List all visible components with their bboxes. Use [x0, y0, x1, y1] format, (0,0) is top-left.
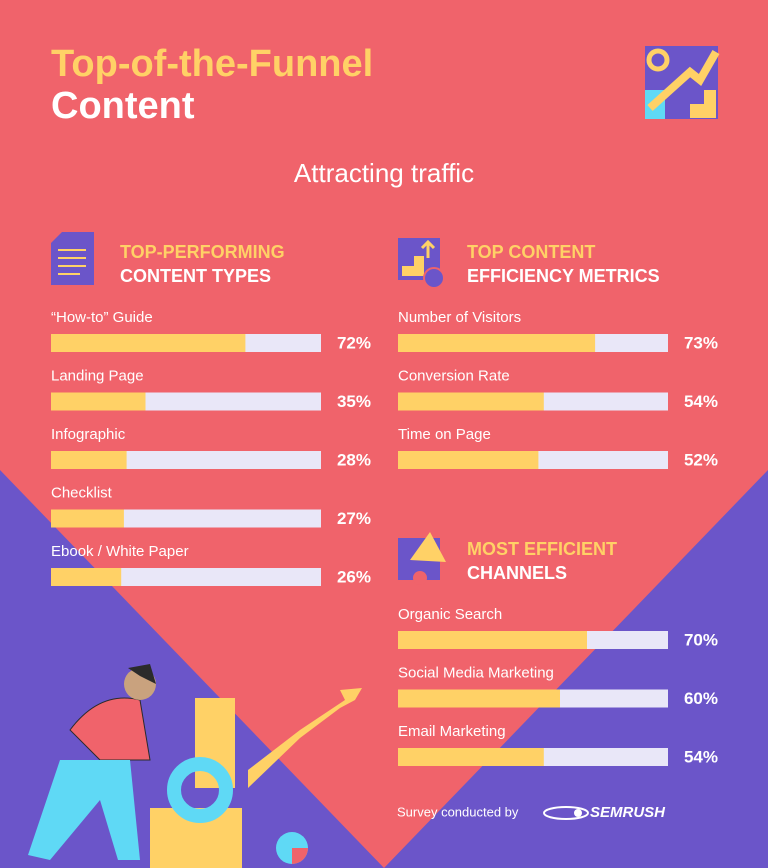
bar — [398, 334, 596, 352]
category-label: Time on Page — [398, 426, 491, 443]
category-label: Number of Visitors — [398, 309, 521, 326]
bar — [51, 334, 246, 352]
chart-title: TOP CONTENT — [467, 242, 595, 262]
bar — [398, 631, 587, 649]
bar — [398, 451, 539, 469]
chart-title: MOST EFFICIENT — [467, 539, 617, 559]
icon-document — [51, 232, 94, 285]
value-label: 54% — [684, 747, 718, 766]
value-label: 54% — [684, 392, 718, 411]
category-label: Email Marketing — [398, 723, 506, 740]
bar — [398, 689, 560, 708]
value-label: 27% — [337, 509, 371, 528]
value-label: 28% — [337, 450, 371, 469]
background-shape — [384, 470, 768, 868]
brand-icon — [543, 806, 589, 820]
value-label: 35% — [337, 392, 371, 411]
value-label: 60% — [684, 689, 718, 708]
category-label: Landing Page — [51, 367, 144, 384]
bar — [51, 451, 127, 469]
value-label: 26% — [337, 567, 371, 586]
value-label: 70% — [684, 630, 718, 649]
bar — [51, 568, 122, 586]
bar — [398, 392, 544, 411]
category-label: Infographic — [51, 426, 126, 443]
bar — [51, 392, 146, 411]
category-label: Social Media Marketing — [398, 664, 554, 681]
bar — [51, 509, 124, 528]
category-label: “How-to” Guide — [51, 309, 153, 326]
chart-subtitle: CHANNELS — [467, 563, 567, 583]
value-label: 52% — [684, 450, 718, 469]
chart-subtitle: EFFICIENCY METRICS — [467, 266, 660, 286]
footer-note: Survey conducted by — [397, 804, 519, 819]
value-label: 72% — [337, 333, 371, 352]
value-label: 73% — [684, 333, 718, 352]
title: Top-of-the-Funnel — [51, 43, 373, 85]
category-label: Ebook / White Paper — [51, 543, 189, 560]
category-label: Organic Search — [398, 606, 502, 623]
title: Content — [51, 85, 195, 127]
category-label: Checklist — [51, 484, 113, 501]
logo-icon — [645, 46, 720, 119]
subtitle: Attracting traffic — [294, 158, 474, 188]
icon-metrics — [398, 238, 445, 289]
icon-megaphone — [398, 532, 446, 585]
bar — [398, 748, 544, 766]
illustration — [28, 664, 362, 868]
chart-subtitle: CONTENT TYPES — [120, 266, 271, 286]
category-label: Conversion Rate — [398, 367, 510, 384]
brand: SEMRUSH — [590, 804, 666, 821]
chart-title: TOP-PERFORMING — [120, 242, 285, 262]
